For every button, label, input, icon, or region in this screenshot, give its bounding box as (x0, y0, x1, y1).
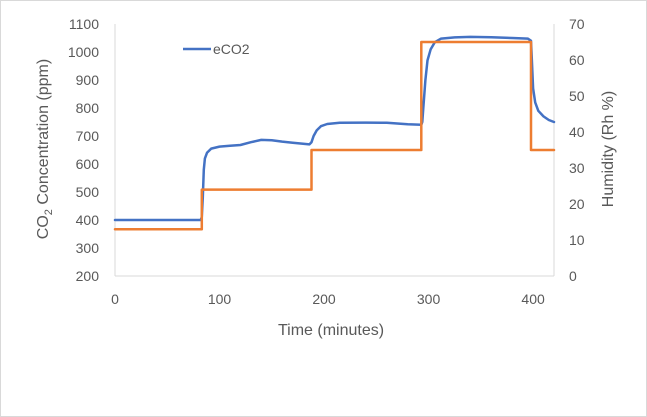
x-axis-title: Time (minutes) (278, 322, 384, 339)
y-axis-ticks: 200 300 400 500 600 700 800 900 1000 1100 (68, 16, 99, 284)
y2-tick-label: 10 (569, 232, 585, 248)
y2-tick-label: 60 (569, 52, 585, 68)
y2-axis-ticks: 0 10 20 30 40 50 60 70 (569, 16, 585, 284)
x-tick-label: 300 (417, 291, 441, 307)
y-axis-title: CO2 Concentration (ppm) (35, 59, 55, 239)
y-tick-label: 400 (76, 212, 100, 228)
y2-axis-title: Humidity (Rh %) (600, 91, 617, 207)
y-tick-label: 1100 (69, 16, 99, 32)
y2-tick-label: 20 (569, 196, 585, 212)
y-tick-label: 600 (76, 156, 100, 172)
y-tick-label: 700 (76, 128, 100, 144)
y-tick-label: 500 (76, 184, 100, 200)
series-lines (113, 35, 556, 231)
x-tick-label: 100 (208, 291, 232, 307)
legend-label-eco2: eCO2 (213, 41, 250, 57)
y-axis-title-sub: 2 (43, 209, 55, 215)
x-tick-label: 200 (312, 291, 336, 307)
x-tick-label: 400 (521, 291, 545, 307)
y-tick-label: 300 (76, 240, 100, 256)
y2-tick-label: 40 (569, 124, 585, 140)
y-tick-label: 1000 (68, 44, 99, 60)
legend: eCO2 (183, 41, 250, 57)
x-tick-label: 0 (111, 291, 119, 307)
y2-tick-label: 0 (569, 268, 577, 284)
y-axis-title-pre: CO (35, 215, 52, 239)
y2-tick-label: 70 (569, 16, 585, 32)
humidity-series-line (113, 40, 556, 231)
y-axis-title-post: Concentration (ppm) (35, 59, 52, 209)
x-axis-ticks: 0 100 200 300 400 (111, 291, 545, 307)
y-tick-label: 800 (76, 100, 100, 116)
eco2-series-line (113, 35, 556, 222)
y2-tick-label: 30 (569, 160, 585, 176)
y2-tick-label: 50 (569, 88, 585, 104)
y-tick-label: 200 (76, 268, 100, 284)
y-tick-label: 900 (76, 72, 100, 88)
